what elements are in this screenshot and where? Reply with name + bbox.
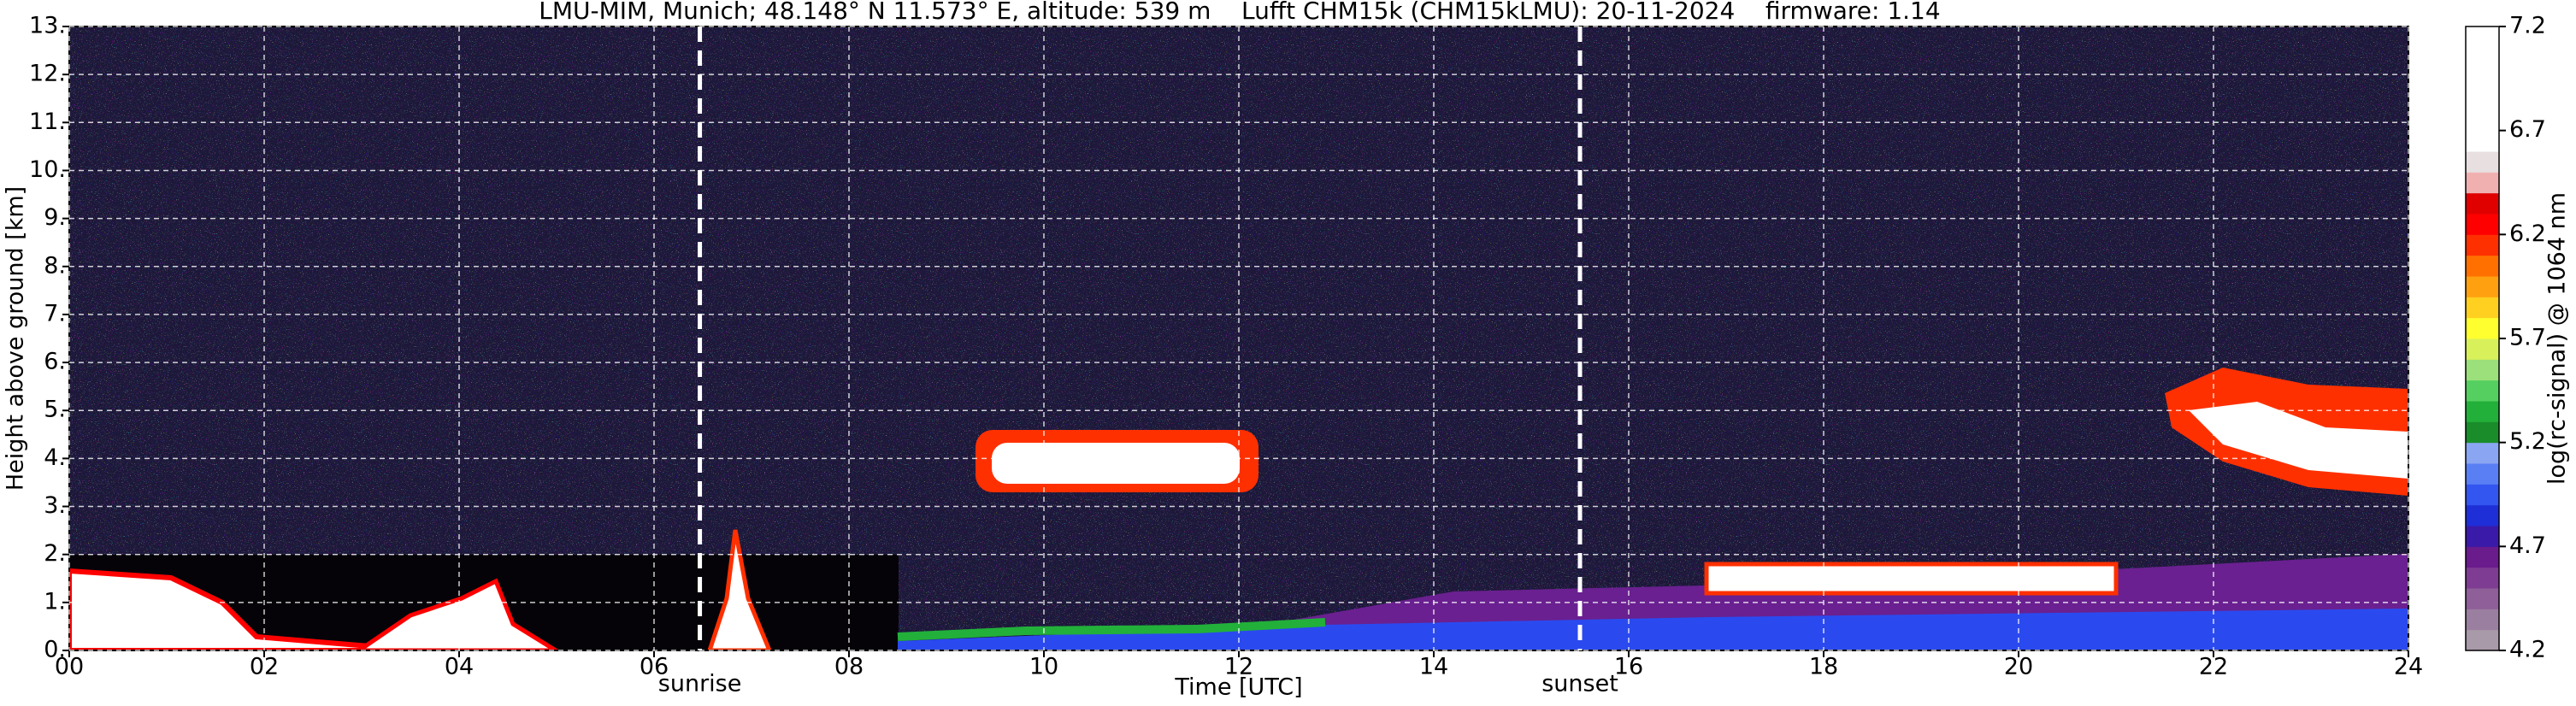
- colorbar-segment: [2466, 317, 2499, 339]
- colorbar-label: log(rc-signal) @ 1064 nm: [2544, 192, 2571, 485]
- colorbar-segment: [2466, 359, 2499, 381]
- colorbar-tick-label: 5.7: [2509, 325, 2546, 351]
- y-tick-label: 12.: [29, 61, 66, 87]
- y-tick-label: 5.: [44, 397, 66, 423]
- x-tick-label: 22: [2199, 654, 2228, 680]
- backscatter-feature: [707, 529, 772, 650]
- backscatter-feature: [898, 609, 2408, 650]
- colorbar-segment: [2466, 234, 2499, 256]
- backscatter-feature: [992, 443, 1240, 484]
- colorbar-segment: [2466, 255, 2499, 277]
- colorbar-segment: [2466, 68, 2499, 90]
- annotation-label: sunset: [1541, 671, 1618, 697]
- backscatter-feature: [1704, 562, 2119, 596]
- x-tick-label: 06: [640, 654, 669, 680]
- x-tick-label: 18: [1809, 654, 1838, 680]
- colorbar-segment: [2466, 484, 2499, 506]
- colorbar-segment: [2466, 588, 2499, 609]
- x-tick-label: 24: [2394, 654, 2423, 680]
- colorbar-segment: [2466, 526, 2499, 547]
- colorbar-segment: [2466, 192, 2499, 215]
- colorbar-tick-label: 6.2: [2509, 221, 2546, 247]
- x-tick-label: 02: [250, 654, 279, 680]
- y-tick-label: 13.: [29, 13, 66, 39]
- x-tick-label: 04: [445, 654, 474, 680]
- colorbar-segment: [2466, 172, 2499, 194]
- y-tick-label: 0.: [44, 637, 66, 663]
- colorbar-tick-label: 6.7: [2509, 116, 2546, 143]
- colorbar-segment: [2466, 463, 2499, 485]
- colorbar-segment: [2466, 151, 2499, 173]
- y-tick-label: 1.: [44, 588, 66, 615]
- y-tick-label: 7.: [44, 300, 66, 327]
- x-tick-label: 20: [2004, 654, 2033, 680]
- y-tick-label: 10.: [29, 156, 66, 183]
- colorbar-segment: [2466, 629, 2499, 651]
- colorbar-segment: [2466, 442, 2499, 464]
- colorbar-tick-label: 4.7: [2509, 532, 2546, 559]
- colorbar-segment: [2466, 130, 2499, 152]
- colorbar-segment: [2466, 379, 2499, 402]
- colorbar-segment: [2466, 276, 2499, 297]
- backscatter-feature: [897, 618, 1326, 641]
- colorbar-segment: [2466, 47, 2499, 69]
- colorbar-segment: [2466, 546, 2499, 568]
- x-tick-label: 16: [1614, 654, 1643, 680]
- colorbar-tick-label: 7.2: [2509, 13, 2546, 39]
- annotation-label: sunrise: [658, 671, 742, 697]
- x-tick-label: 12: [1224, 654, 1253, 680]
- colorbar-segment: [2466, 421, 2499, 444]
- y-tick-label: 2.: [44, 540, 66, 567]
- x-axis-label: Time [UTC]: [1174, 674, 1302, 701]
- y-tick-label: 6.: [44, 349, 66, 375]
- y-tick-label: 3.: [44, 492, 66, 519]
- y-tick-label: 4.: [44, 444, 66, 471]
- colorbar-tick-label: 5.2: [2509, 428, 2546, 455]
- colorbar-segment: [2466, 504, 2499, 527]
- colorbar-tick-label: 4.2: [2509, 637, 2546, 663]
- x-tick-label: 00: [55, 654, 84, 680]
- colorbar-segment: [2466, 338, 2499, 360]
- colorbar-segment: [2466, 89, 2499, 110]
- colorbar-segment: [2466, 214, 2499, 235]
- y-tick-label: 11.: [29, 109, 66, 135]
- colorbar-segment: [2466, 26, 2499, 48]
- x-tick-label: 10: [1029, 654, 1058, 680]
- colorbar-segment: [2466, 297, 2499, 319]
- y-tick-label: 8.: [44, 252, 66, 279]
- backscatter-feature: [2189, 402, 2408, 479]
- y-tick-label: 9.: [44, 204, 66, 231]
- colorbar-segment: [2466, 567, 2499, 589]
- y-axis-label: Height above ground [km]: [3, 186, 29, 491]
- x-tick-label: 08: [834, 654, 864, 680]
- colorbar-segment: [2466, 609, 2499, 631]
- backscatter-feature: [355, 578, 560, 650]
- colorbar-segment: [2466, 401, 2499, 422]
- chart-title: LMU-MIM, Munich; 48.148° N 11.573° E, al…: [539, 0, 1940, 25]
- x-tick-label: 14: [1419, 654, 1448, 680]
- colorbar-segment: [2466, 109, 2499, 132]
